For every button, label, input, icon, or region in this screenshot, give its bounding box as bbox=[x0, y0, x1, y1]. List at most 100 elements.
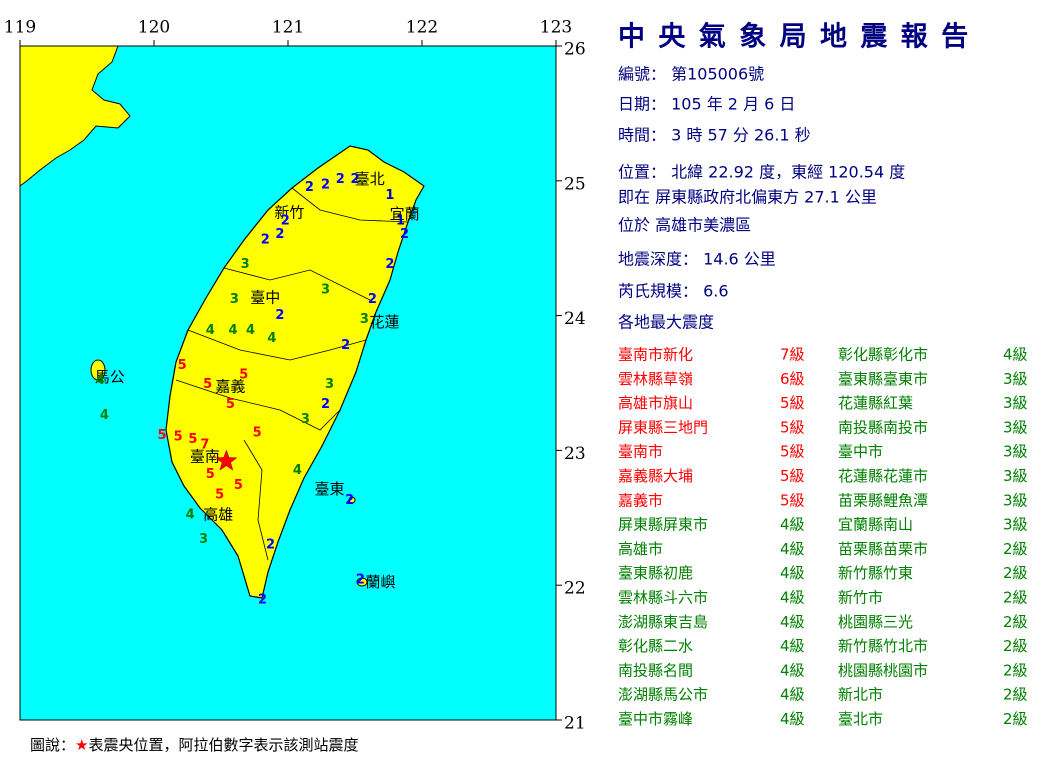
legend-label: 圖說： bbox=[30, 736, 75, 754]
intensity-level: 4級 bbox=[780, 516, 805, 534]
station-intensity: 2 bbox=[261, 233, 270, 248]
station-intensity: 2 bbox=[321, 397, 330, 412]
place-name: 南投縣南投市 bbox=[838, 418, 928, 436]
intensity-level: 2級 bbox=[1003, 686, 1028, 704]
intensity-level: 3級 bbox=[1003, 418, 1028, 436]
y-tick-label: 23 bbox=[564, 444, 586, 464]
station-intensity: 5 bbox=[203, 377, 212, 392]
place-name: 高雄市 bbox=[618, 540, 663, 558]
place-name: 臺南市 bbox=[618, 443, 663, 461]
place-name: 雲林縣斗六市 bbox=[618, 589, 708, 607]
report-line: 日期： 105 年 2 月 6 日 bbox=[618, 95, 795, 114]
x-tick-label: 119 bbox=[4, 18, 36, 38]
place-name: 桃園縣三光 bbox=[838, 613, 913, 631]
station-intensity: 4 bbox=[96, 373, 105, 388]
report-line: 位置： 北緯 22.92 度，東經 120.54 度 bbox=[618, 163, 905, 182]
place-name: 宜蘭縣南山 bbox=[838, 516, 913, 534]
x-tick-label: 123 bbox=[540, 18, 572, 38]
y-tick-label: 22 bbox=[564, 579, 586, 599]
intensity-level: 3級 bbox=[1003, 370, 1028, 388]
x-tick-label: 120 bbox=[138, 18, 170, 38]
station-intensity: 2 bbox=[385, 257, 394, 272]
station-intensity: 5 bbox=[188, 432, 197, 447]
city-label: 臺中 bbox=[250, 289, 280, 307]
intensity-level: 5級 bbox=[780, 467, 805, 485]
station-intensity: 2 bbox=[341, 338, 350, 353]
station-intensity: 2 bbox=[321, 177, 330, 192]
penghu bbox=[90, 359, 106, 381]
intensity-level: 4級 bbox=[780, 710, 805, 728]
station-intensity: 2 bbox=[266, 537, 275, 552]
intensity-level: 2級 bbox=[1003, 540, 1028, 558]
intensity-level: 5級 bbox=[780, 394, 805, 412]
city-label: 蘭嶼 bbox=[365, 573, 395, 591]
station-intensity: 5 bbox=[253, 425, 262, 440]
place-name: 新北市 bbox=[838, 686, 883, 704]
x-tick-label: 121 bbox=[272, 18, 304, 38]
station-intensity: 3 bbox=[321, 282, 330, 297]
report-line: 即在 屏東縣政府北偏東方 27.1 公里 bbox=[618, 188, 877, 207]
station-intensity: 4 bbox=[293, 463, 302, 478]
place-name: 新竹縣竹東 bbox=[838, 564, 913, 582]
y-tick-label: 26 bbox=[564, 40, 586, 60]
intensity-level: 5級 bbox=[780, 443, 805, 461]
report-line: 編號： 第105006號 bbox=[618, 65, 764, 84]
place-name: 彰化縣二水 bbox=[618, 637, 693, 655]
intensity-level: 4級 bbox=[1003, 346, 1028, 364]
county-border bbox=[243, 439, 269, 561]
intensity-level: 4級 bbox=[780, 589, 805, 607]
intensity-level: 4級 bbox=[780, 661, 805, 679]
county-border bbox=[175, 379, 341, 431]
station-intensity: 1 bbox=[396, 214, 405, 229]
place-name: 嘉義市 bbox=[618, 491, 663, 509]
place-name: 澎湖縣馬公市 bbox=[618, 686, 708, 704]
green-island bbox=[348, 496, 356, 504]
report-line: 位於 高雄市美濃區 bbox=[618, 216, 751, 235]
intensity-level: 5級 bbox=[780, 491, 805, 509]
station-intensity: 5 bbox=[215, 487, 224, 502]
place-name: 高雄市旗山 bbox=[618, 394, 693, 412]
place-name: 桃園縣桃園市 bbox=[838, 661, 928, 679]
place-name: 臺北市 bbox=[838, 710, 883, 728]
city-label: 臺東 bbox=[315, 480, 345, 498]
legend-star: ★ bbox=[75, 736, 88, 754]
station-intensity: 2 bbox=[345, 493, 354, 508]
station-intensity: 3 bbox=[199, 532, 208, 547]
place-name: 花蓮縣紅葉 bbox=[838, 394, 913, 412]
y-tick-label: 25 bbox=[564, 174, 586, 194]
place-name: 臺東縣臺東市 bbox=[838, 370, 928, 388]
station-intensity: 2 bbox=[368, 292, 377, 307]
station-intensity: 3 bbox=[301, 412, 310, 427]
place-name: 花蓮縣花蓮市 bbox=[838, 467, 928, 485]
intensity-level: 2級 bbox=[1003, 661, 1028, 679]
station-intensity: 2 bbox=[305, 180, 314, 195]
station-intensity: 2 bbox=[275, 227, 284, 242]
station-intensity: 2 bbox=[258, 593, 267, 608]
map bbox=[19, 45, 557, 721]
y-tick-label: 21 bbox=[564, 714, 586, 734]
place-name: 南投縣名間 bbox=[618, 661, 693, 679]
legend-text: 表震央位置，阿拉伯數字表示該測站震度 bbox=[88, 736, 358, 754]
report-line: 地震深度： 14.6 公里 bbox=[618, 250, 776, 269]
station-intensity: 4 bbox=[186, 508, 195, 523]
intensity-level: 3級 bbox=[1003, 491, 1028, 509]
county-border bbox=[291, 187, 409, 223]
report-line: 芮氏規模： 6.6 bbox=[618, 282, 729, 301]
intensity-level: 3級 bbox=[1003, 394, 1028, 412]
station-intensity: 2 bbox=[275, 308, 284, 323]
station-intensity: 3 bbox=[241, 257, 250, 272]
epicenter bbox=[215, 449, 238, 471]
county-border bbox=[187, 329, 367, 361]
station-intensity: 2 bbox=[350, 172, 359, 187]
station-intensity: 5 bbox=[174, 429, 183, 444]
legend: 圖說：★表震央位置，阿拉伯數字表示該測站震度 bbox=[30, 736, 358, 754]
intensity-level: 3級 bbox=[1003, 516, 1028, 534]
intensity-level: 3級 bbox=[1003, 443, 1028, 461]
place-name: 臺南市新化 bbox=[618, 346, 693, 364]
intensity-level: 4級 bbox=[780, 637, 805, 655]
place-name: 屏東縣三地門 bbox=[618, 418, 708, 436]
y-tick-label: 24 bbox=[564, 309, 586, 329]
station-intensity: 5 bbox=[178, 358, 187, 373]
station-intensity: 5 bbox=[226, 397, 235, 412]
